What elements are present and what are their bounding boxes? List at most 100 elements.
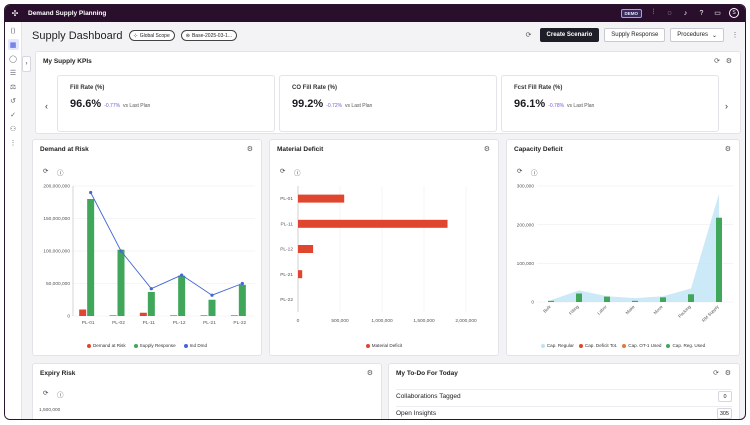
material-deficit-card: Material Deficit ⚙ ⟳ ⓘ 0 500,000 1,000,000… [269, 139, 499, 356]
chart-legend: Demand at Risk Supply Response Ind Dmd [33, 343, 261, 348]
refresh-icon[interactable]: ⟳ [280, 168, 286, 175]
refresh-icon[interactable]: ⟳ [525, 32, 532, 39]
bar-supply-response [238, 284, 246, 316]
refresh-icon[interactable]: ⟳ [517, 168, 523, 175]
y-tick-label: 200,000 [517, 222, 535, 228]
bell-icon[interactable]: ♪ [683, 9, 688, 17]
info-icon[interactable]: ⓘ [294, 170, 301, 177]
legend-item: Cap. Regular [540, 343, 574, 348]
material-deficit-chart: 0 500,000 1,000,000 1,500,000 2,000,000 PL-01… [280, 186, 477, 324]
refresh-icon[interactable]: ⟳ [714, 58, 720, 65]
kpi-vs: vs Last Plan [567, 103, 595, 109]
procedures-dropdown[interactable]: Procedures ⌄ [670, 28, 724, 42]
kpi-value-row: 96.6% -0.77% vs Last Plan [70, 98, 150, 110]
legend-item: Cap. Deficit Tot. [578, 343, 617, 348]
legend-item: Supply Response [133, 343, 176, 348]
bar-material-deficit [298, 219, 448, 228]
scenario-chip-label: Base-2025-03-1... [191, 32, 232, 39]
refresh-icon[interactable]: ⟳ [713, 370, 719, 377]
bar-supply-response [208, 299, 216, 316]
app-logo-icon[interactable]: ✣ [11, 9, 19, 18]
card-title: Capacity Deficit [514, 146, 563, 153]
sliders-icon[interactable]: ⫶ [652, 9, 655, 16]
x-tick-label: 2,000,000 [455, 318, 477, 324]
kpi-vs: vs Last Plan [123, 103, 151, 109]
bar-supply-response [147, 291, 155, 316]
info-icon[interactable]: ⓘ [57, 170, 64, 177]
card-title: My To-Do For Today [396, 370, 458, 377]
scope-chip-label: Global Scope [139, 32, 170, 39]
card-title: Demand at Risk [40, 146, 89, 153]
point-ind-dmd [210, 293, 214, 297]
x-tick-label: PL-22 [233, 320, 246, 326]
settings-icon[interactable]: ⚙ [366, 370, 373, 377]
user-settings-icon[interactable]: ⚇ [9, 125, 17, 133]
panel-expand-button[interactable]: › [22, 56, 31, 72]
point-ind-dmd [89, 190, 93, 195]
settings-icon[interactable]: ⚙ [724, 370, 731, 377]
chat-bubble-icon[interactable]: ◯ [9, 55, 17, 63]
todo-row-insights[interactable]: Open Insights 305 [396, 406, 732, 419]
refresh-icon[interactable]: ⟳ [43, 390, 49, 397]
info-icon[interactable]: ⓘ [57, 392, 64, 399]
bar-cap-reg-used [688, 294, 694, 302]
bar-material-deficit [298, 245, 314, 253]
kpi-card-co-fill-rate[interactable]: CO Fill Rate (%) 99.2% -0.72% vs Last Plan [279, 75, 497, 132]
settings-icon[interactable]: ⚙ [724, 146, 731, 153]
scale-icon[interactable]: ⚖ [9, 83, 17, 91]
demand-at-risk-card: Demand at Risk ⚙ ⟳ ⓘ 0 50,000,000 100,000,… [32, 139, 262, 356]
refresh-icon[interactable]: ⟳ [43, 168, 49, 175]
y-tick-label: 150,000,000 [43, 216, 70, 222]
app-title: Demand Supply Planning [28, 10, 107, 17]
app-frame: ✣ Demand Supply Planning DEMO ⫶ ◌ ♪ ? ▭ … [4, 4, 746, 420]
bar-demand-at-risk [79, 309, 87, 316]
legend-dot [86, 343, 91, 348]
create-scenario-button[interactable]: Create Scenario [539, 28, 600, 42]
kpi-card-fill-rate[interactable]: Fill Rate (%) 96.6% -0.77% vs Last Plan [57, 75, 275, 132]
kpi-label: Fill Rate (%) [70, 85, 105, 91]
kpi-delta: -0.77% [104, 103, 121, 109]
settings-icon[interactable]: ⚙ [483, 146, 490, 153]
bar-demand-at-risk [230, 315, 238, 316]
kpi-vs: vs Last Plan [345, 103, 373, 109]
dashboard-icon[interactable]: ▦ [7, 39, 19, 50]
list-tree-icon[interactable]: ☰ [9, 69, 17, 77]
chevron-left-icon[interactable]: ‹ [45, 101, 48, 111]
history-icon[interactable]: ↺ [10, 97, 16, 105]
line-ind-dmd [90, 192, 243, 296]
expand-rail-icon[interactable]: ⟨⟩ [10, 27, 16, 35]
settings-icon[interactable]: ⚙ [246, 146, 253, 153]
settings-icon[interactable]: ⚙ [725, 58, 732, 65]
more-vertical-icon[interactable]: ⋮ [731, 32, 739, 39]
legend-item: Material Deficit [365, 343, 403, 348]
x-tick-label: 1,000,000 [371, 318, 393, 324]
check-circle-icon[interactable]: ✓ [10, 111, 16, 119]
y-tick-label: 0 [67, 314, 70, 320]
y-tick-label: PL-11 [281, 221, 294, 227]
kpi-value: 96.6% [70, 98, 102, 110]
y-axis-tick: 1,500,000 [39, 408, 61, 413]
help-icon[interactable]: ? [699, 9, 704, 17]
legend-dot [133, 343, 138, 348]
info-icon[interactable]: ⓘ [531, 170, 538, 177]
global-scope-chip[interactable]: ⊹ Global Scope [128, 30, 175, 41]
kpi-value-row: 99.2% -0.72% vs Last Plan [292, 98, 372, 110]
kpi-card-fcst-fill-rate[interactable]: Fcst Fill Rate (%) 96.1% -0.78% vs Last Pl… [501, 75, 719, 132]
kpi-value-row: 96.1% -0.78% vs Last Plan [514, 98, 594, 110]
todo-row-collaborations[interactable]: Collaborations Tagged 0 [396, 389, 732, 402]
x-tick-label: 0 [297, 318, 300, 324]
more-vertical-icon[interactable]: ⋮ [9, 139, 17, 147]
legend-label: Cap. Reg. Used [672, 343, 706, 348]
x-tick-label: Filling [568, 304, 580, 316]
chevron-right-icon[interactable]: › [725, 101, 728, 111]
video-icon[interactable]: ▭ [714, 10, 721, 17]
x-tick-label: PL-11 [143, 320, 156, 326]
user-avatar[interactable]: S [729, 8, 739, 18]
scenario-chip[interactable]: ⊜ Base-2025-03-1... [180, 30, 237, 41]
legend-dot [578, 343, 583, 348]
demo-badge: DEMO [620, 8, 642, 18]
bar-cap-reg-used [716, 217, 722, 302]
chat-icon[interactable]: ◌ [667, 9, 672, 17]
supply-response-button[interactable]: Supply Response [604, 28, 666, 42]
legend-label: Material Deficit [371, 343, 403, 348]
